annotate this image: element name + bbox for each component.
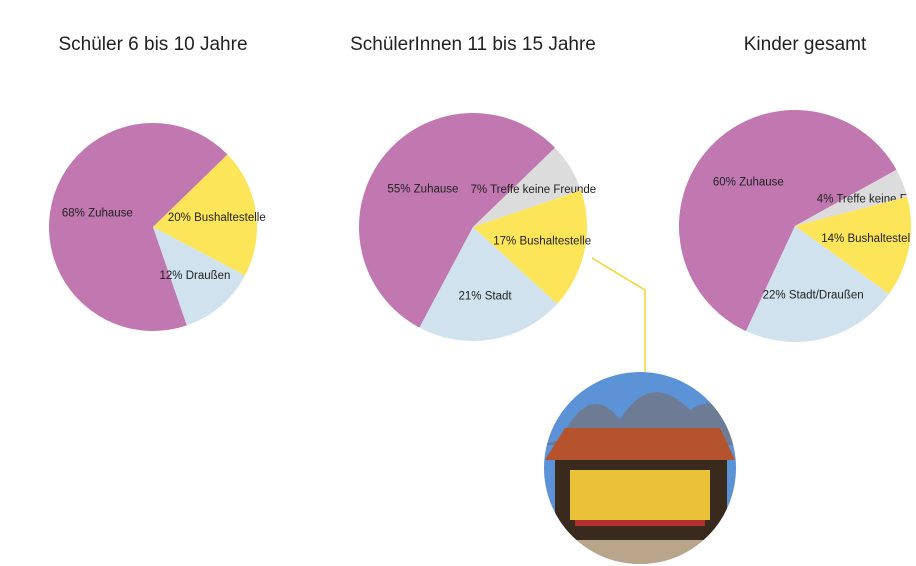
category-label: Stadt/Draußen bbox=[789, 290, 864, 302]
category-label: Treffe keine Freunde bbox=[490, 184, 596, 196]
value-label: 22% bbox=[763, 290, 786, 302]
value-label: 20% bbox=[168, 212, 191, 224]
category-label: Bushaltestelle bbox=[194, 212, 266, 224]
chart-title: SchülerInnen 11 bis 15 Jahre bbox=[350, 34, 596, 55]
data-label: 12% Draußen bbox=[159, 270, 230, 282]
data-label: 22% Stadt/Draußen bbox=[763, 290, 864, 302]
category-label: Zuhause bbox=[88, 208, 133, 220]
pie-slice bbox=[679, 110, 897, 332]
data-label: 17% Bushaltestelle bbox=[493, 235, 591, 247]
value-label: 14% bbox=[821, 233, 844, 245]
data-label: 14% Bushaltestel bbox=[821, 233, 910, 245]
value-label: 55% bbox=[387, 183, 410, 195]
category-label: Bushaltestel bbox=[847, 233, 910, 245]
data-label: 20% Bushaltestelle bbox=[168, 212, 266, 224]
value-label: 7% bbox=[470, 184, 487, 196]
connector-line bbox=[591, 257, 646, 372]
data-label: 55% Zuhause bbox=[387, 183, 458, 195]
category-label: Stadt bbox=[485, 291, 513, 303]
pie-slice bbox=[49, 123, 228, 332]
data-label: 7% Treffe keine Freunde bbox=[470, 184, 596, 196]
chart-title: Kinder gesamt bbox=[744, 34, 867, 55]
pie-slice bbox=[359, 113, 556, 328]
category-label: Zuhause bbox=[414, 183, 459, 195]
data-label: 60% Zuhause bbox=[713, 177, 784, 189]
value-label: 60% bbox=[713, 177, 736, 189]
pie-slice bbox=[473, 147, 581, 227]
category-label: Zuhause bbox=[739, 177, 784, 189]
data-label: 68% Zuhause bbox=[62, 208, 133, 220]
pie-slice bbox=[153, 154, 257, 276]
value-label: 4% bbox=[817, 193, 834, 205]
category-label: Draußen bbox=[186, 270, 231, 282]
pie-slice bbox=[473, 190, 587, 304]
pie-slice bbox=[419, 227, 558, 341]
category-label: Bushaltestelle bbox=[519, 235, 591, 247]
value-label: 17% bbox=[493, 235, 516, 247]
value-label: 68% bbox=[62, 208, 85, 220]
chart-title: Schüler 6 bis 10 Jahre bbox=[58, 34, 247, 55]
pie-slice bbox=[795, 169, 908, 226]
pie-slice bbox=[153, 227, 245, 326]
pie-slice bbox=[795, 196, 911, 294]
bus-stop-photo bbox=[544, 372, 736, 564]
pie-slice bbox=[745, 226, 890, 342]
data-label: 21% Stadt bbox=[458, 291, 512, 303]
value-label: 21% bbox=[458, 291, 481, 303]
value-label: 12% bbox=[159, 270, 182, 282]
